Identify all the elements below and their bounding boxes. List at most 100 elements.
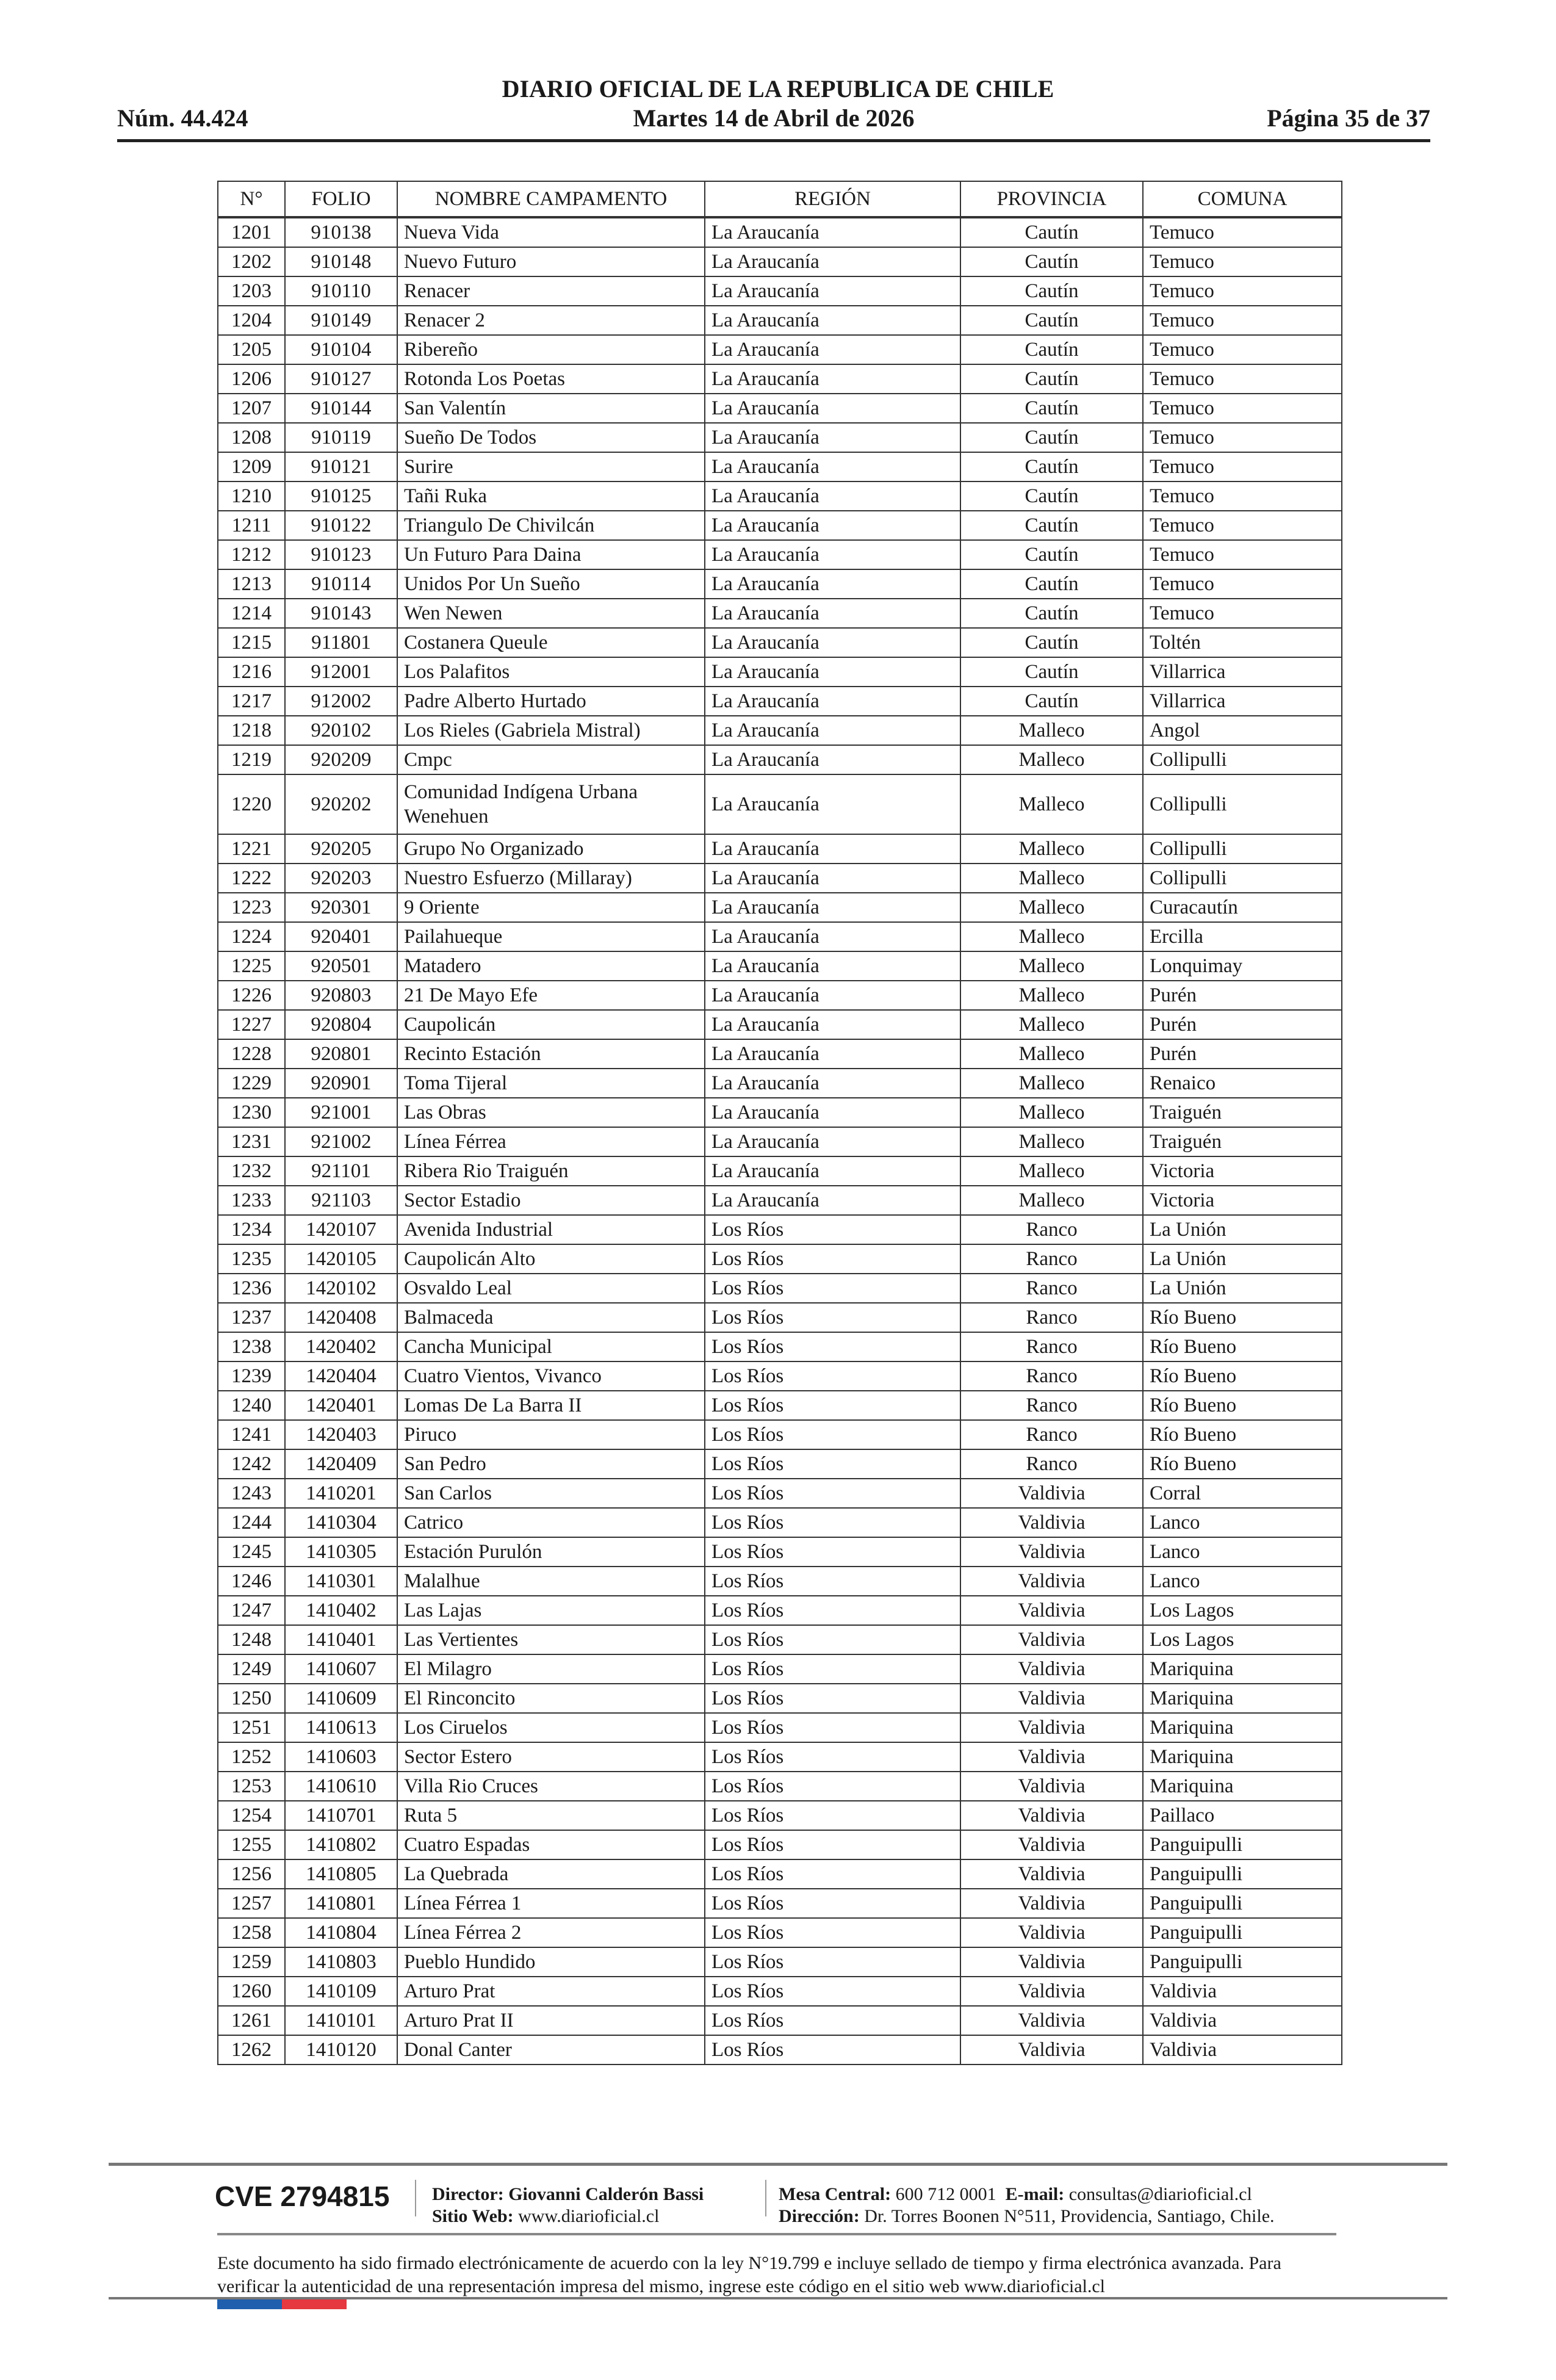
column-header-folio: FOLIO: [284, 181, 398, 218]
folio-cell: 1410109: [284, 1976, 398, 2007]
nombre-campamento-cell: Estación Purulón: [397, 1537, 705, 1567]
region-cell: Los Ríos: [704, 1771, 961, 1801]
column-header-nombre: NOMBRE CAMPAMENTO: [397, 181, 705, 218]
row-number-cell: 1222: [217, 863, 286, 893]
comuna-cell: Temuco: [1142, 334, 1342, 365]
comuna-cell: Traiguén: [1142, 1127, 1342, 1157]
region-cell: La Araucanía: [704, 393, 961, 424]
row-number-cell: 1236: [217, 1273, 286, 1304]
folio-cell: 920901: [284, 1068, 398, 1098]
region-cell: La Araucanía: [704, 951, 961, 981]
folio-cell: 911801: [284, 627, 398, 658]
folio-cell: 920203: [284, 863, 398, 893]
web-label: Sitio Web:: [432, 2206, 514, 2226]
row-number-cell: 1216: [217, 657, 286, 687]
provincia-cell: Valdivia: [960, 1595, 1144, 1626]
region-cell: La Araucanía: [704, 305, 961, 336]
provincia-cell: Valdivia: [960, 1566, 1144, 1596]
row-number-cell: 1237: [217, 1302, 286, 1333]
folio-cell: 1410613: [284, 1712, 398, 1743]
column-header-comuna: COMUNA: [1142, 181, 1342, 218]
comuna-cell: Toltén: [1142, 627, 1342, 658]
nombre-campamento-cell: Grupo No Organizado: [397, 834, 705, 864]
comuna-cell: Temuco: [1142, 452, 1342, 482]
folio-cell: 1410101: [284, 2005, 398, 2036]
row-number-cell: 1206: [217, 364, 286, 394]
comuna-cell: Lanco: [1142, 1566, 1342, 1596]
nombre-campamento-cell: Toma Tijeral: [397, 1068, 705, 1098]
comuna-cell: Renaico: [1142, 1068, 1342, 1098]
nombre-campamento-cell: San Pedro: [397, 1449, 705, 1479]
column-header-region: REGIÓN: [704, 181, 961, 218]
table-row: 1247 1410402 Las Lajas Los Ríos Valdivia Los …: [217, 1595, 1342, 1626]
comuna-cell: La Unión: [1142, 1273, 1342, 1304]
folio-cell: 910122: [284, 510, 398, 541]
row-number-cell: 1223: [217, 892, 286, 923]
nombre-campamento-cell: San Valentín: [397, 393, 705, 424]
provincia-cell: Valdivia: [960, 1478, 1144, 1509]
nombre-campamento-cell: Nuevo Futuro: [397, 247, 705, 277]
table-row: 1204 910149 Renacer 2 La Araucanía Cautín Tem…: [217, 305, 1342, 336]
region-cell: La Araucanía: [704, 247, 961, 277]
folio-cell: 910121: [284, 452, 398, 482]
folio-cell: 1410201: [284, 1478, 398, 1509]
folio-cell: 1420102: [284, 1273, 398, 1304]
table-row: 1240 1420401 Lomas De La Barra II Los Ríos R…: [217, 1390, 1342, 1421]
provincia-cell: Malleco: [960, 1097, 1144, 1128]
nombre-campamento-cell: Un Futuro Para Daina: [397, 539, 705, 570]
email-link[interactable]: consultas@diarioficial.cl: [1068, 2184, 1252, 2204]
flag-stripe-red: [282, 2299, 347, 2309]
comuna-cell: Purén: [1142, 1009, 1342, 1040]
table-row: 1261 1410101 Arturo Prat II Los Ríos Valdivi…: [217, 2005, 1342, 2036]
folio-cell: 920804: [284, 1009, 398, 1040]
row-number-cell: 1251: [217, 1712, 286, 1743]
row-number-cell: 1256: [217, 1859, 286, 1889]
nombre-campamento-cell: Piruco: [397, 1419, 705, 1450]
provincia-cell: Valdivia: [960, 1537, 1144, 1567]
folio-cell: 910127: [284, 364, 398, 394]
row-number-cell: 1224: [217, 921, 286, 952]
table-row: 1254 1410701 Ruta 5 Los Ríos Valdivia Paillac…: [217, 1800, 1342, 1831]
provincia-cell: Valdivia: [960, 1888, 1144, 1919]
region-cell: Los Ríos: [704, 1419, 961, 1450]
nombre-campamento-cell: Cuatro Espadas: [397, 1830, 705, 1860]
row-number-cell: 1244: [217, 1507, 286, 1538]
row-number-cell: 1207: [217, 393, 286, 424]
nombre-campamento-cell: Línea Férrea 2: [397, 1917, 705, 1948]
folio-cell: 1410701: [284, 1800, 398, 1831]
folio-cell: 920301: [284, 892, 398, 923]
comuna-cell: Victoria: [1142, 1156, 1342, 1186]
provincia-cell: Ranco: [960, 1449, 1144, 1479]
table-row: 1205 910104 Ribereño La Araucanía Cautín Temu…: [217, 334, 1342, 365]
comuna-cell: Temuco: [1142, 481, 1342, 511]
table-row: 1229 920901 Toma Tijeral La Araucanía Mallec…: [217, 1068, 1342, 1098]
table-row: 1206 910127 Rotonda Los Poetas La Araucanía…: [217, 364, 1342, 394]
folio-cell: 1410802: [284, 1830, 398, 1860]
phone-label: Mesa Central:: [779, 2184, 891, 2204]
table-row: 1232 921101 Ribera Rio Traiguén La Araucaní…: [217, 1156, 1342, 1186]
address: Dr. Torres Boonen N°511, Providencia, Sa…: [864, 2206, 1275, 2226]
nombre-campamento-cell: Villa Rio Cruces: [397, 1771, 705, 1801]
nombre-campamento-cell: Pailahueque: [397, 921, 705, 952]
comuna-cell: Traiguén: [1142, 1097, 1342, 1128]
web-link[interactable]: www.diarioficial.cl: [518, 2206, 660, 2226]
folio-cell: 921101: [284, 1156, 398, 1186]
nombre-campamento-cell: Matadero: [397, 951, 705, 981]
nombre-campamento-cell: Balmaceda: [397, 1302, 705, 1333]
row-number-cell: 1230: [217, 1097, 286, 1128]
row-number-cell: 1261: [217, 2005, 286, 2036]
nombre-campamento-cell: Unidos Por Un Sueño: [397, 569, 705, 599]
nombre-campamento-cell: Los Rieles (Gabriela Mistral): [397, 715, 705, 746]
nombre-campamento-cell: Línea Férrea: [397, 1127, 705, 1157]
table-row: 1203 910110 Renacer La Araucanía Cautín Temuc…: [217, 276, 1342, 306]
folio-cell: 1410603: [284, 1742, 398, 1772]
folio-cell: 1410609: [284, 1683, 398, 1714]
nombre-campamento-cell: El Rinconcito: [397, 1683, 705, 1714]
comuna-cell: Collipulli: [1142, 834, 1342, 864]
folio-cell: 910125: [284, 481, 398, 511]
table-row: 1223 920301 9 Oriente La Araucanía Malleco Cu…: [217, 892, 1342, 923]
row-number-cell: 1220: [217, 774, 286, 835]
table-row: 1252 1410603 Sector Estero Los Ríos Valdivia…: [217, 1742, 1342, 1772]
comuna-cell: Villarrica: [1142, 686, 1342, 716]
comuna-cell: Temuco: [1142, 569, 1342, 599]
